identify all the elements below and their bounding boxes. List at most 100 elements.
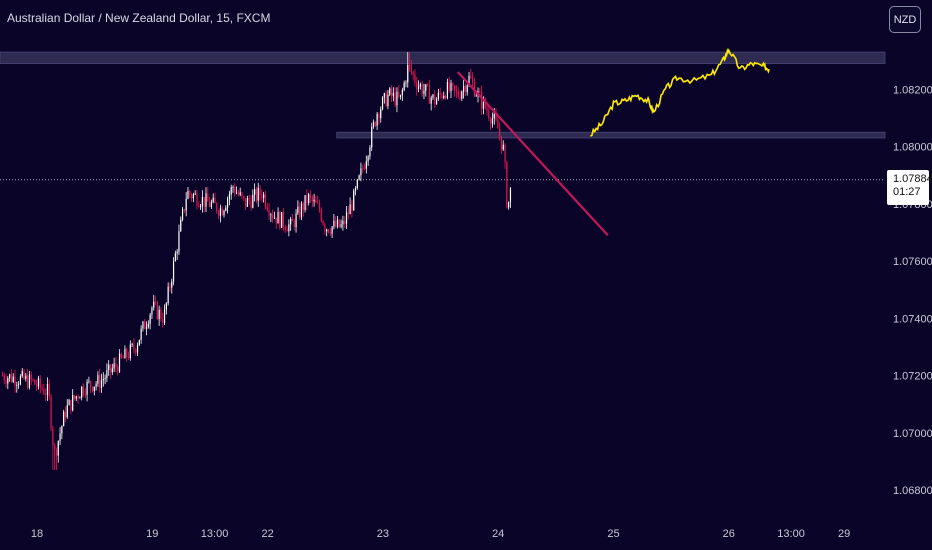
candle-body [326, 229, 328, 232]
bearish-trendline[interactable] [457, 71, 609, 237]
candle-body [61, 426, 63, 434]
candle-body [300, 203, 303, 218]
candle-body [237, 192, 240, 195]
candle-body [75, 396, 77, 399]
candle-body [113, 363, 115, 369]
candle-body [138, 339, 140, 346]
candle-body [362, 168, 364, 170]
candle-body [261, 195, 263, 199]
candle-body [398, 91, 400, 97]
candle-body [270, 214, 272, 216]
candle-body [313, 199, 315, 202]
zone-1[interactable] [0, 51, 886, 64]
last-price-value: 1.07884 [893, 173, 932, 185]
candle-body [248, 198, 250, 201]
candle-body [423, 90, 425, 94]
candle-body [342, 220, 344, 225]
candle-body [172, 260, 175, 282]
x-tick-label: 13:00 [201, 528, 229, 540]
time-axis[interactable]: 18 19 13:00 22 23 24 25 26 13:00 29 [31, 528, 850, 540]
candle-body [255, 189, 258, 201]
currency-button[interactable]: NZD [889, 6, 921, 33]
candle-body [136, 345, 139, 353]
candle-body [187, 190, 189, 199]
candle-body [472, 78, 474, 83]
candle-body [192, 194, 194, 198]
candle-body [5, 380, 7, 384]
candle-body [396, 91, 398, 106]
candle-body [254, 189, 256, 195]
candle-body [493, 114, 495, 119]
candle-body [272, 214, 274, 219]
candle-body [454, 85, 456, 91]
candle-body [340, 224, 342, 227]
candle-body [417, 86, 420, 90]
candle-body [444, 95, 447, 99]
candle-body [41, 387, 43, 390]
candle-body [176, 251, 178, 254]
candle-body [401, 90, 403, 95]
candle-body [64, 411, 67, 418]
candle-body [174, 253, 176, 261]
candle-body [219, 208, 221, 216]
projection-line[interactable] [590, 47, 770, 137]
candle-body [225, 207, 227, 211]
candle-body [387, 94, 389, 107]
candle-body [230, 187, 232, 195]
candle-body [52, 428, 54, 445]
x-tick-label: 18 [31, 528, 43, 540]
candle-body [425, 84, 427, 91]
candle-body [333, 220, 335, 227]
candle-body [9, 374, 11, 379]
candle-body [37, 378, 40, 387]
candle-body [457, 91, 459, 98]
candle-body [27, 375, 29, 388]
candle-body [284, 226, 286, 230]
candle-body [320, 210, 322, 221]
candle-body [39, 378, 41, 388]
candle-body [120, 353, 122, 358]
y-tick-label: 1.07200 [893, 371, 932, 383]
candle-body [55, 450, 58, 456]
candle-body [208, 201, 211, 207]
candle-body [111, 368, 113, 373]
zone-2[interactable] [336, 131, 886, 139]
candle-body [369, 147, 371, 157]
candle-body [363, 168, 366, 170]
candle-body [508, 201, 510, 208]
candle-body [198, 205, 200, 207]
candle-body [203, 197, 205, 207]
candle-body [428, 85, 430, 104]
candle-body [367, 156, 369, 162]
candle-body [495, 114, 497, 120]
candle-body [115, 363, 117, 367]
candle-body [234, 187, 236, 194]
candle-body [185, 198, 187, 211]
candle-body [79, 397, 81, 399]
candle-body [304, 195, 306, 211]
candle-body [70, 399, 72, 411]
candle-body [446, 81, 448, 99]
candle-body [73, 395, 76, 399]
candle-body [421, 84, 423, 94]
candle-body [509, 187, 512, 202]
x-tick-label: 23 [377, 528, 389, 540]
candle-body [481, 92, 483, 109]
last-price-badge: 1.07884 01:27 [887, 170, 932, 205]
candle-body [142, 321, 144, 329]
candle-body [372, 121, 375, 127]
candle-body [129, 344, 131, 358]
candle-body [464, 86, 467, 93]
candle-body [90, 381, 92, 387]
candle-body [109, 364, 112, 373]
candle-body [461, 91, 463, 99]
candle-body [273, 217, 276, 219]
candle-body [394, 92, 396, 106]
candle-body [3, 375, 5, 381]
candle-body [335, 220, 337, 227]
price-axis[interactable]: 1.06800 1.07000 1.07200 1.07400 1.07600 1.078… [893, 84, 932, 497]
candle-body [290, 218, 292, 225]
candle-body [19, 376, 22, 385]
candle-body [437, 92, 439, 100]
